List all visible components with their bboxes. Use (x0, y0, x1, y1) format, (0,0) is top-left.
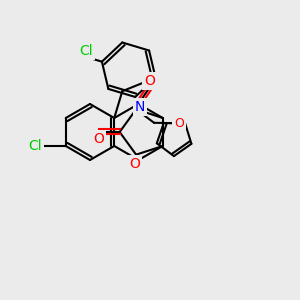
Text: O: O (129, 157, 140, 171)
Text: Cl: Cl (79, 44, 93, 58)
Text: O: O (144, 74, 155, 88)
Text: O: O (174, 117, 184, 130)
Text: N: N (135, 100, 145, 114)
Text: Cl: Cl (28, 139, 42, 153)
Text: O: O (93, 132, 104, 146)
